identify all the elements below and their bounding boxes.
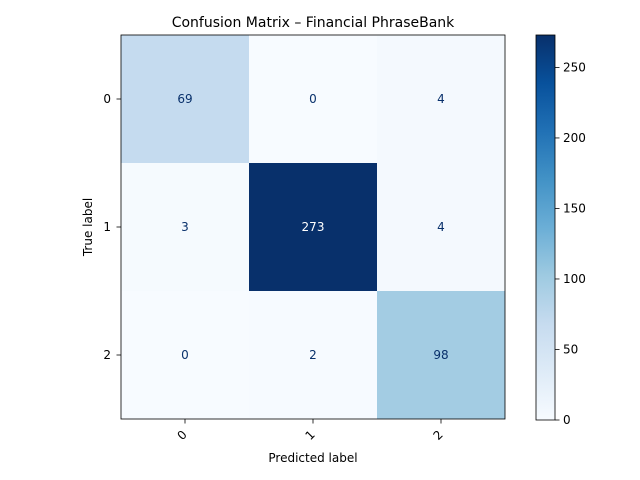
heatmap-cell xyxy=(377,35,505,163)
colorbar-tick-label: 100 xyxy=(563,272,586,286)
cell-value-label: 4 xyxy=(437,92,445,106)
y-tick-label: 1 xyxy=(103,220,111,234)
heatmap-cell xyxy=(249,35,377,163)
chart-title: Confusion Matrix – Financial PhraseBank xyxy=(172,15,455,31)
cell-value-label: 3 xyxy=(181,220,189,234)
cell-value-label: 4 xyxy=(437,220,445,234)
y-tick-label: 0 xyxy=(103,92,111,106)
x-tick-label: 2 xyxy=(431,428,446,443)
y-tick-label: 2 xyxy=(103,348,111,362)
cell-value-label: 0 xyxy=(181,348,189,362)
cell-value-label: 98 xyxy=(433,348,448,362)
heatmap-cell xyxy=(249,291,377,419)
x-axis-ticks: 0 1 2 xyxy=(175,419,446,443)
colorbar-tick-label: 150 xyxy=(563,201,586,215)
heatmap-cells xyxy=(121,35,505,419)
cell-value-label: 0 xyxy=(309,92,317,106)
y-axis-ticks: 0 1 2 xyxy=(103,92,121,362)
heatmap-cell xyxy=(121,35,249,163)
cell-value-label: 2 xyxy=(309,348,317,362)
heatmap-cell xyxy=(377,291,505,419)
heatmap-cell xyxy=(121,291,249,419)
heatmap-cell xyxy=(377,163,505,291)
heatmap-cell-labels: 69 0 4 3 273 4 0 2 98 xyxy=(177,92,448,362)
colorbar-tick-label: 50 xyxy=(563,342,578,356)
colorbar xyxy=(535,34,556,421)
colorbar-ticks: 0 50 100 150 200 250 xyxy=(555,60,586,427)
heatmap-cell xyxy=(249,163,377,291)
x-tick-label: 1 xyxy=(303,428,318,443)
colorbar-tick-label: 200 xyxy=(563,131,586,145)
cell-value-label: 69 xyxy=(177,92,192,106)
heatmap-cell xyxy=(121,163,249,291)
colorbar-tick-label: 0 xyxy=(563,413,571,427)
x-axis-label: Predicted label xyxy=(268,451,357,465)
colorbar-tick-label: 250 xyxy=(563,60,586,74)
x-tick-label: 0 xyxy=(175,428,190,443)
y-axis-label: True label xyxy=(81,198,95,257)
cell-value-label: 273 xyxy=(302,220,325,234)
